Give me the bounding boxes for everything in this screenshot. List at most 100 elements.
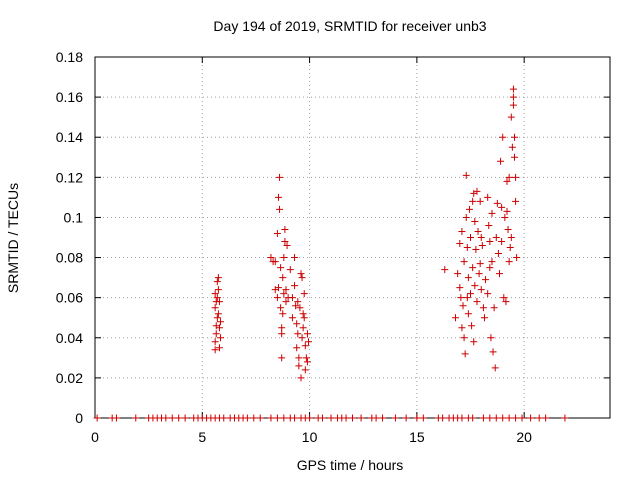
data-point	[295, 354, 303, 362]
data-point	[499, 133, 507, 141]
data-point	[492, 234, 500, 241]
data-point	[372, 414, 380, 422]
data-point	[250, 414, 258, 422]
data-point	[509, 93, 517, 101]
data-point	[486, 264, 494, 272]
data-point	[507, 234, 515, 241]
data-point	[300, 314, 308, 322]
data-point	[441, 266, 449, 274]
data-point	[499, 414, 507, 422]
data-point	[469, 414, 477, 422]
data-point	[473, 298, 481, 306]
data-point	[327, 414, 335, 422]
data-point	[214, 286, 222, 294]
data-point	[486, 238, 494, 246]
data-point	[302, 354, 310, 362]
data-point	[293, 344, 301, 352]
data-point	[181, 414, 189, 422]
grid-lines	[95, 57, 610, 418]
data-point	[211, 304, 219, 312]
data-point	[273, 229, 281, 237]
data-point	[484, 290, 492, 298]
data-point	[291, 254, 299, 262]
data-point	[294, 330, 302, 338]
data-point	[497, 157, 505, 165]
data-point	[267, 414, 275, 422]
data-point	[214, 274, 222, 282]
data-point	[487, 334, 495, 342]
data-point	[298, 334, 306, 342]
data-point	[300, 290, 308, 298]
data-point	[318, 414, 326, 422]
data-point	[503, 207, 511, 215]
data-point	[281, 238, 289, 246]
data-point	[278, 324, 286, 332]
data-point	[213, 294, 221, 302]
data-point	[463, 244, 471, 252]
data-point	[535, 414, 543, 422]
data-point	[456, 284, 464, 292]
data-point	[498, 203, 506, 211]
data-point	[509, 101, 517, 109]
data-point	[469, 197, 477, 205]
data-point	[470, 338, 478, 346]
data-point	[291, 282, 299, 290]
y-tick-label: 0.02	[56, 370, 83, 386]
data-point	[460, 334, 468, 342]
data-point	[299, 310, 307, 318]
data-point	[471, 282, 479, 290]
data-point	[295, 362, 303, 370]
data-point	[493, 199, 501, 207]
data-point	[288, 314, 296, 322]
data-point	[513, 254, 521, 262]
data-point	[457, 294, 465, 302]
data-point	[465, 205, 473, 213]
data-point	[278, 330, 286, 338]
data-point	[280, 254, 288, 262]
data-point	[293, 320, 301, 328]
data-point	[561, 414, 569, 422]
data-points	[93, 85, 569, 422]
data-point	[476, 197, 484, 205]
data-point	[93, 414, 101, 422]
plot-frame	[94, 56, 611, 419]
y-tick-label: 0.06	[56, 290, 83, 306]
data-point	[439, 414, 447, 422]
data-point	[460, 258, 468, 266]
data-point	[276, 205, 284, 213]
data-point	[482, 276, 490, 284]
data-point	[299, 324, 307, 332]
data-point	[505, 173, 513, 181]
data-point	[463, 294, 471, 302]
data-point	[488, 209, 496, 217]
y-tick-label: 0.04	[56, 330, 83, 346]
data-point	[479, 414, 487, 422]
data-point	[467, 290, 475, 298]
data-point	[349, 414, 356, 422]
data-point	[471, 217, 479, 225]
data-point	[501, 213, 509, 221]
data-point	[379, 414, 387, 422]
x-axis-label: GPS time / hours	[297, 457, 404, 473]
data-point	[213, 278, 221, 286]
x-tick-label: 20	[516, 429, 532, 445]
data-point	[505, 414, 513, 422]
data-point	[243, 414, 251, 422]
data-point	[469, 264, 477, 272]
data-point	[472, 246, 480, 254]
data-point	[495, 270, 503, 278]
data-point	[162, 414, 170, 422]
data-point	[297, 374, 305, 382]
data-point	[273, 294, 281, 302]
data-point	[357, 414, 365, 422]
x-tick-label: 0	[91, 429, 99, 445]
data-point	[509, 85, 517, 93]
x-tick-label: 15	[409, 429, 425, 445]
data-point	[303, 330, 311, 338]
y-tick-label: 0	[75, 410, 83, 426]
data-point	[212, 330, 220, 338]
data-point	[220, 414, 228, 422]
data-point	[498, 238, 506, 246]
data-point	[277, 304, 285, 312]
